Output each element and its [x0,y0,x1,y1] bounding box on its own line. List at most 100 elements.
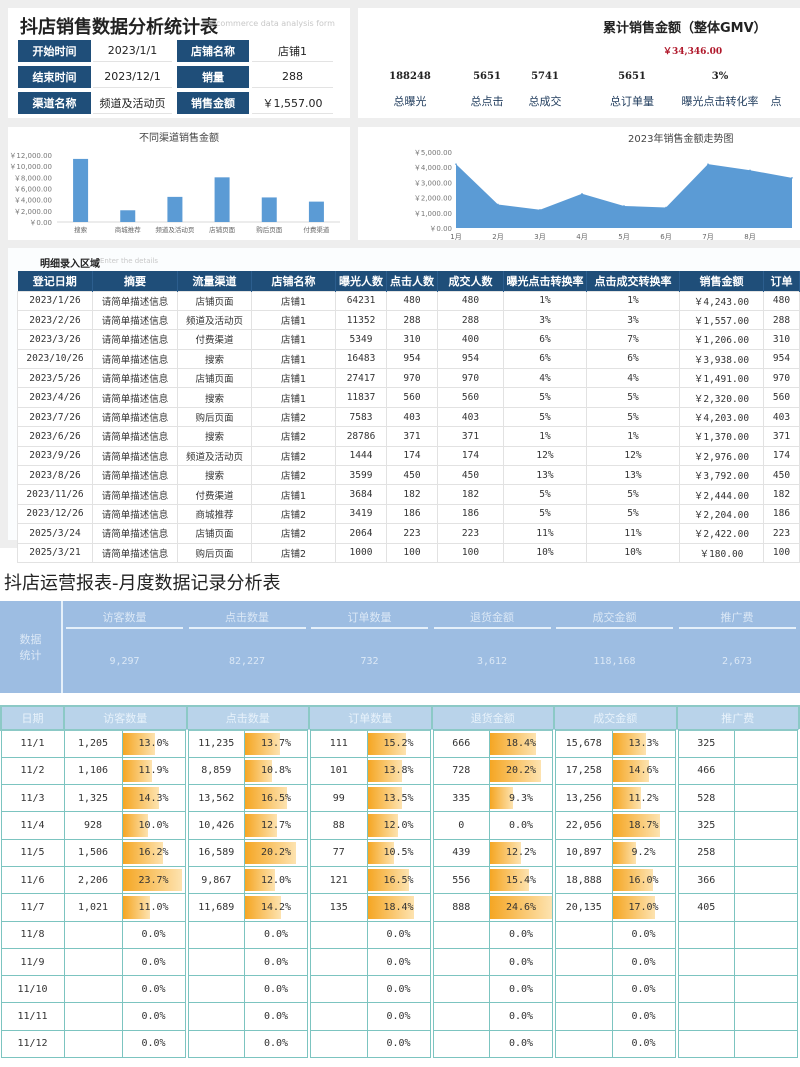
column-header[interactable]: 订单 [763,271,800,291]
table-cell[interactable]: 2025/3/24 [17,523,93,544]
value-cell[interactable]: 101 [308,756,368,786]
table-cell[interactable]: 6% [503,329,587,350]
column-header[interactable]: 成交人数 [437,271,504,291]
table-cell[interactable]: 5% [503,387,587,408]
percent-cell[interactable]: 13.7% [244,729,311,758]
percent-cell[interactable] [734,893,800,922]
table-cell[interactable]: 954 [763,348,800,370]
table-cell[interactable]: 2023/1/26 [17,290,93,311]
value-cell[interactable]: 1,506 [63,838,123,867]
percent-cell[interactable]: 12.0% [366,811,434,840]
percent-cell[interactable]: 16.5% [244,784,311,813]
table-cell[interactable]: ￥2,422.00 [679,523,764,544]
value-cell[interactable]: 1,106 [63,756,123,786]
percent-cell[interactable]: 0.0% [244,975,311,1004]
value-cell[interactable] [308,1029,368,1059]
table-cell[interactable]: 付费渠道 [177,484,252,505]
table-cell[interactable]: 12% [503,445,587,467]
table-cell[interactable]: 频道及活动页 [177,445,252,467]
percent-cell[interactable]: 0.0% [121,920,189,949]
table-cell[interactable]: 1000 [335,542,387,563]
table-cell[interactable]: 5% [503,406,587,428]
percent-cell[interactable]: 18.4% [366,893,434,922]
value-cell[interactable]: 17,258 [553,756,613,786]
table-cell[interactable]: 搜索 [177,465,252,486]
table-cell[interactable]: 450 [763,465,800,486]
value-cell[interactable] [63,1029,123,1059]
table-cell[interactable]: 5% [503,503,587,525]
percent-cell[interactable]: 20.2% [489,756,556,786]
value-cell[interactable]: 121 [308,865,368,895]
table-cell[interactable]: 28786 [335,426,387,447]
percent-cell[interactable] [734,784,800,813]
table-cell[interactable]: 371 [437,426,504,447]
table-cell[interactable]: 3684 [335,484,387,505]
value-cell[interactable]: 10,426 [186,811,245,840]
table-cell[interactable]: 店铺2 [251,542,336,563]
table-cell[interactable]: 7583 [335,406,387,428]
date-cell[interactable]: 11/4 [0,811,65,840]
value-cell[interactable] [553,1002,613,1031]
table-cell[interactable]: 223 [437,523,504,544]
table-cell[interactable]: 100 [386,542,438,563]
table-cell[interactable]: 2023/9/26 [17,445,93,467]
percent-cell[interactable] [734,920,800,949]
table-cell[interactable]: ￥2,976.00 [679,445,764,467]
percent-cell[interactable]: 16.5% [366,865,434,895]
percent-cell[interactable]: 16.0% [611,865,679,895]
percent-cell[interactable]: 0.0% [121,1029,189,1059]
percent-cell[interactable]: 0.0% [366,975,434,1004]
percent-cell[interactable]: 0.0% [489,920,556,949]
table-cell[interactable]: ￥1,370.00 [679,426,764,447]
table-cell[interactable]: ￥3,938.00 [679,348,764,370]
table-cell[interactable]: 1% [503,290,587,311]
table-cell[interactable]: 182 [386,484,438,505]
percent-cell[interactable]: 0.0% [366,1029,434,1059]
value-cell[interactable]: 135 [308,893,368,922]
table-cell[interactable]: 请简单描述信息 [92,290,178,311]
table-cell[interactable]: 310 [386,329,438,350]
table-cell[interactable]: 请简单描述信息 [92,445,178,467]
value-cell[interactable] [431,1002,490,1031]
table-cell[interactable]: 403 [437,406,504,428]
table-cell[interactable]: 店铺1 [251,290,336,311]
percent-cell[interactable]: 0.0% [244,1029,311,1059]
table-cell[interactable]: 480 [763,290,800,311]
value-cell[interactable]: 22,056 [553,811,613,840]
table-cell[interactable]: 186 [386,503,438,525]
table-cell[interactable]: 403 [763,406,800,428]
table-row[interactable]: 2023/7/26 请简单描述信息 购后页面 店铺2 7583 403 403 5% 5% ￥4,… [17,406,800,428]
table-cell[interactable]: 2023/11/26 [17,484,93,505]
table-cell[interactable]: 店铺2 [251,445,336,467]
table-cell[interactable]: 请简单描述信息 [92,406,178,428]
table-cell[interactable]: 970 [437,368,504,389]
value-cell[interactable]: 325 [676,811,735,840]
value-cell[interactable]: 666 [431,729,490,758]
table-cell[interactable]: 请简单描述信息 [92,523,178,544]
table-cell[interactable]: 11% [586,523,680,544]
value-cell[interactable]: 11,689 [186,893,245,922]
value-cell[interactable] [308,947,368,977]
table-cell[interactable]: 店铺1 [251,484,336,505]
percent-cell[interactable]: 13.3% [611,729,679,758]
value-cell[interactable]: 2,206 [63,865,123,895]
table-cell[interactable]: 10% [586,542,680,563]
table-row[interactable]: 2023/6/26 请简单描述信息 搜索 店铺2 28786 371 371 1% 1% ￥1,3… [17,426,800,447]
table-cell[interactable]: 购后页面 [177,406,252,428]
table-cell[interactable]: 12% [586,445,680,467]
value-cell[interactable]: 18,888 [553,865,613,895]
value-cell[interactable] [431,975,490,1004]
value-cell[interactable] [431,947,490,977]
table-cell[interactable]: 2064 [335,523,387,544]
value-cell[interactable]: 9,867 [186,865,245,895]
table-cell[interactable]: 2023/6/26 [17,426,93,447]
value-cell[interactable]: 556 [431,865,490,895]
value-cell[interactable] [186,920,245,949]
table-cell[interactable]: 购后页面 [177,542,252,563]
table-cell[interactable]: 请简单描述信息 [92,348,178,370]
table-cell[interactable]: 频道及活动页 [177,309,252,331]
table-cell[interactable]: 店铺1 [251,348,336,370]
value-cell[interactable] [308,1002,368,1031]
column-header[interactable]: 曝光人数 [335,271,387,291]
table-cell[interactable]: 2023/10/26 [17,348,93,370]
